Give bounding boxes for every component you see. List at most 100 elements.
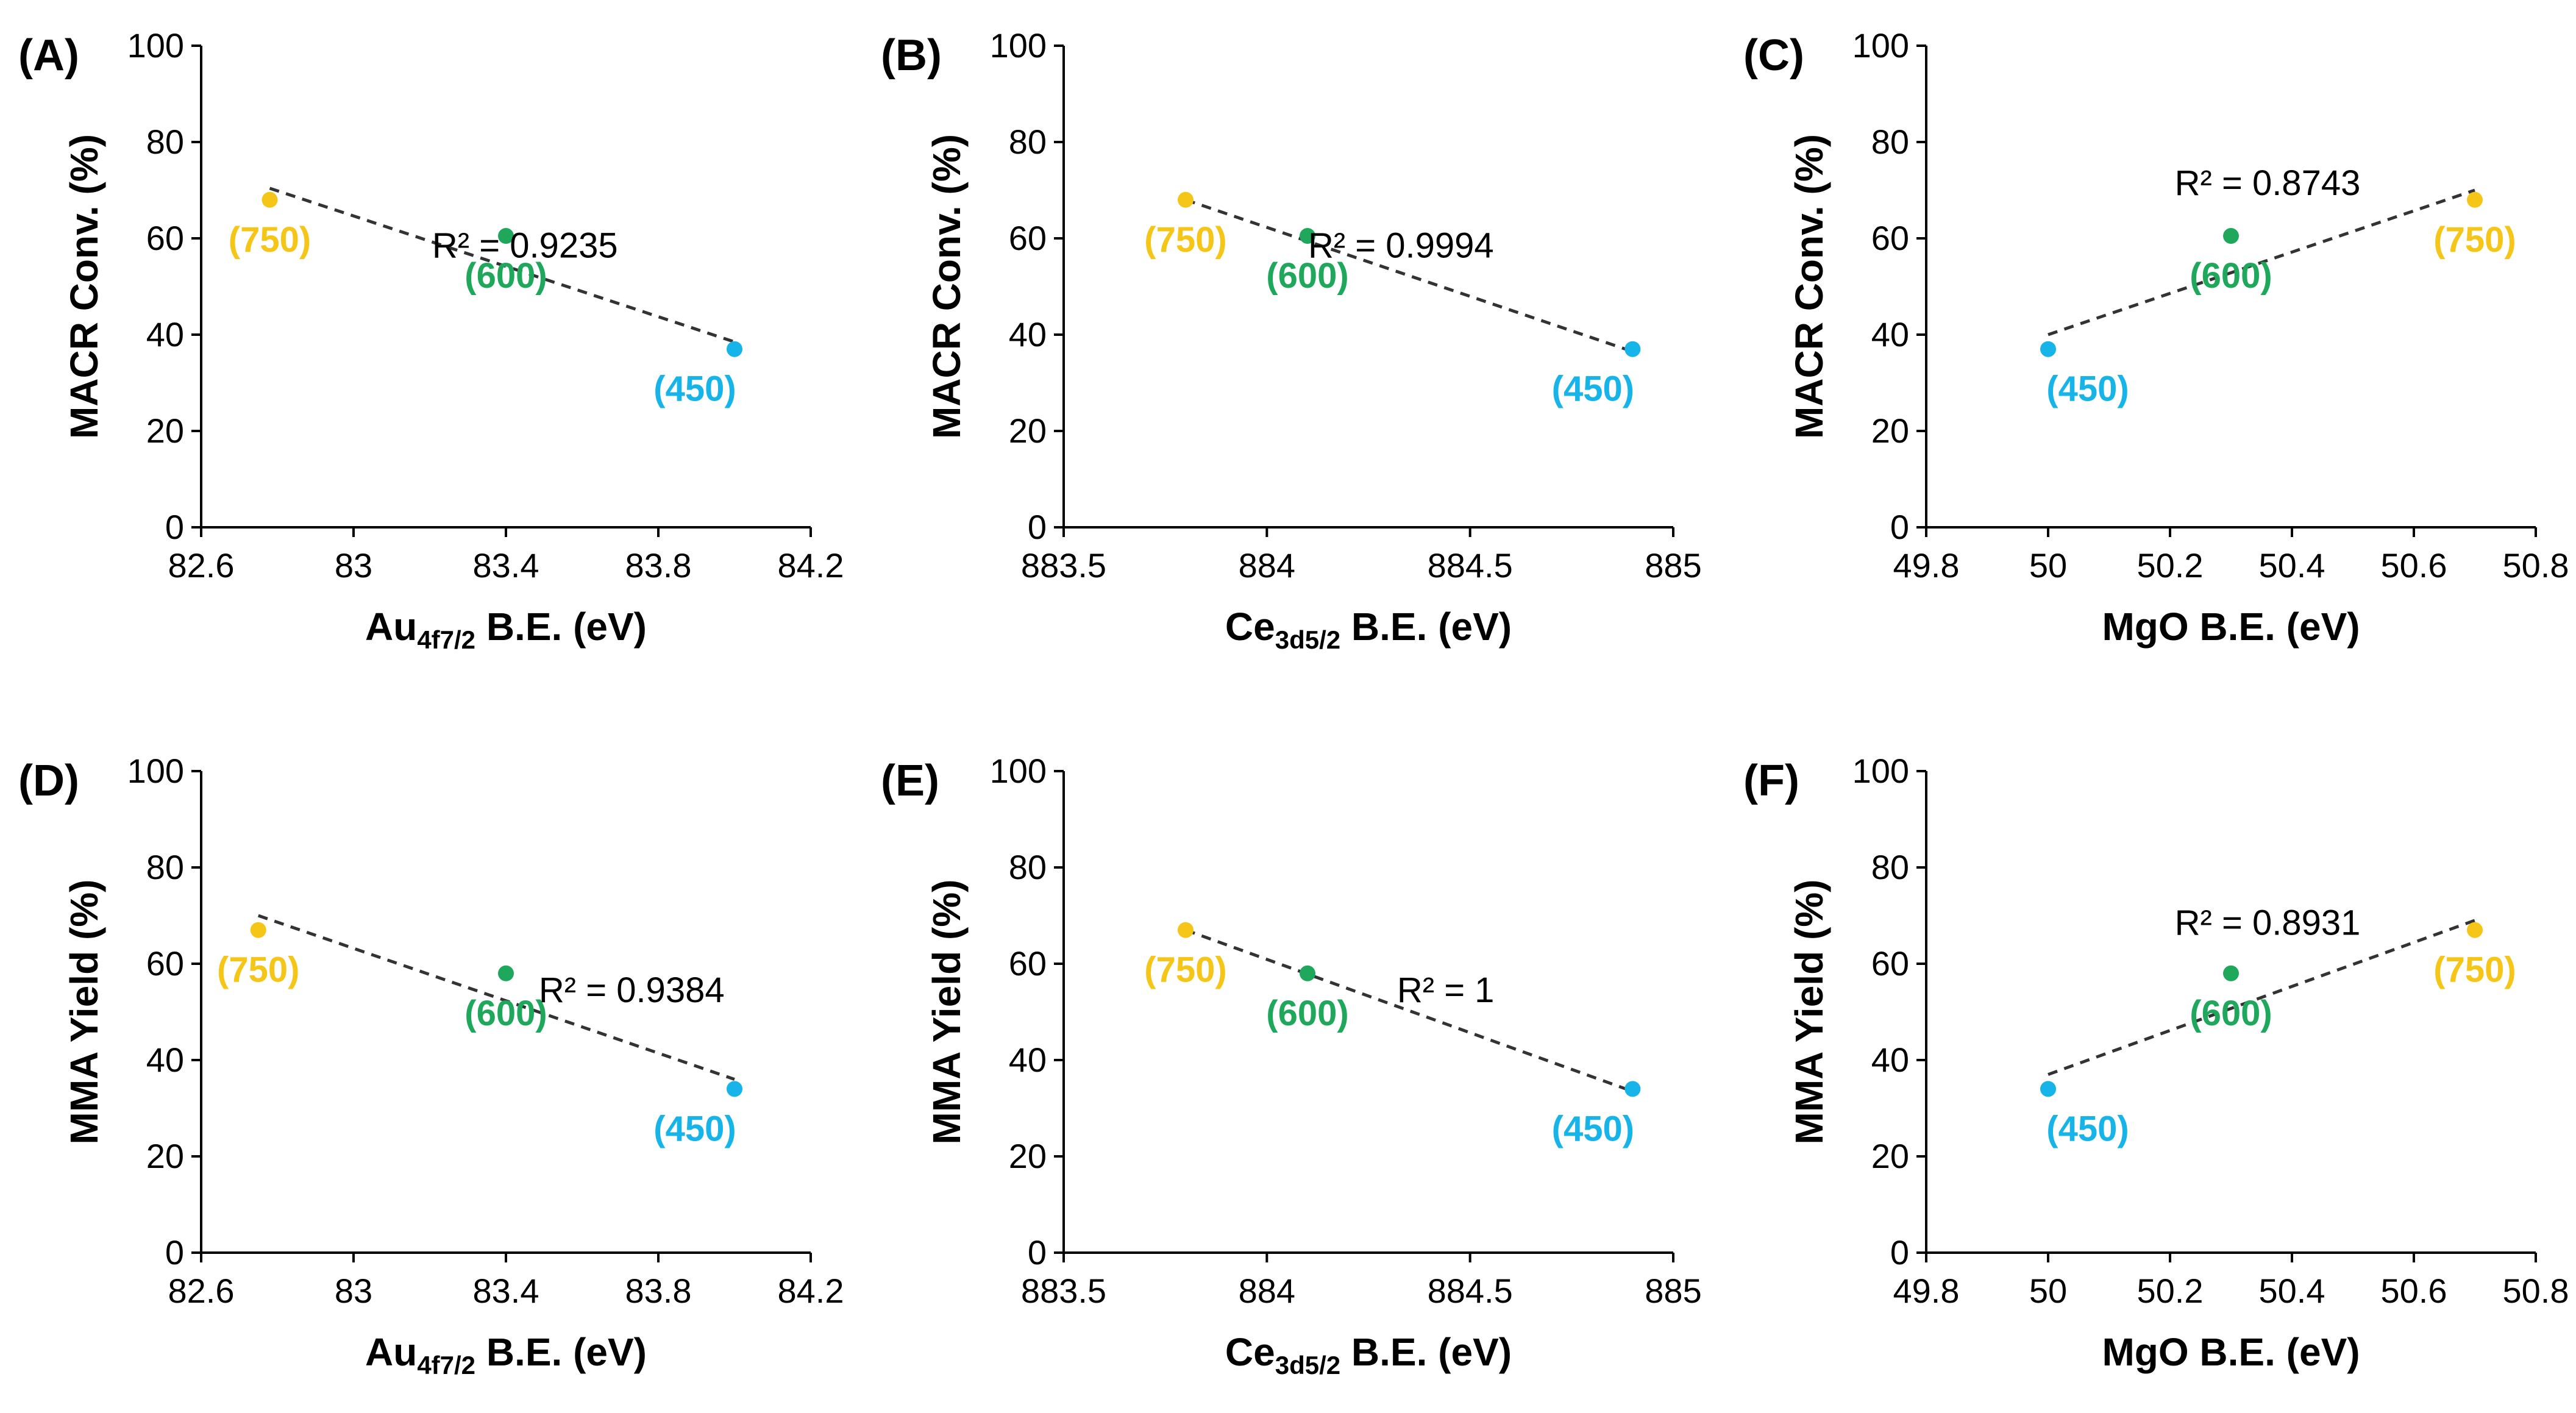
y-tick-label: 60 [146,944,184,983]
chart-panel: (D) 0 20 40 60 80 100 82.6 83 83.4 83.8 84.2 MMA Yie… [18,752,844,1379]
x-tick-label: 50.6 [2381,546,2447,585]
y-tick-label: 60 [1009,944,1047,983]
x-tick-label: 50.4 [2259,546,2325,585]
y-axis-label: MMA Yield (%) [925,880,969,1145]
data-point-label: (450) [653,369,736,409]
data-point [1300,228,1315,244]
r-squared-annotation: R² = 0.9994 [1308,226,1494,266]
y-tick-label: 0 [1028,1233,1047,1272]
y-tick-label: 100 [990,752,1047,790]
y-tick-label: 20 [1009,1137,1047,1175]
data-point [1178,922,1194,938]
x-tick-label: 84.2 [778,1272,844,1310]
y-tick-label: 80 [1009,123,1047,161]
trendline [2048,919,2475,1077]
y-axis-label: MACR Conv. (%) [1787,134,1831,439]
x-tick-label: 82.6 [168,546,235,585]
data-point-label: (750) [2433,220,2516,260]
y-tick-label: 40 [1871,1041,1909,1079]
y-tick-label: 20 [1871,1137,1909,1175]
y-tick-label: 0 [1028,508,1047,546]
y-tick-label: 20 [1009,411,1047,450]
trendline [1185,198,1634,354]
chart-panel: (A) 0 20 40 60 80 100 82.6 83 83.4 83.8 84.2 MACR Co… [18,26,844,654]
x-tick-label: 883.5 [1021,546,1106,585]
panel-letter: (F) [1743,756,1799,805]
r-squared-annotation: R² = 0.9384 [539,970,725,1010]
chart-panel: (C) 0 20 40 60 80 100 49.8 50 50.2 50.4 50.6 50.8 MAC… [1743,26,2569,649]
data-point [2040,1081,2056,1097]
y-tick-label: 0 [165,508,184,546]
data-point-label: (450) [2046,1109,2129,1148]
data-point-label: (600) [464,994,547,1033]
x-tick-label: 50.8 [2503,546,2569,585]
y-axis-label: MMA Yield (%) [62,880,106,1145]
y-tick-label: 80 [1871,848,1909,886]
chart-panel: (E) 0 20 40 60 80 100 883.5 884 884.5 885 MMA Yield… [881,752,1702,1379]
data-point [1300,965,1315,981]
data-point [1178,191,1194,208]
data-point [498,965,514,981]
data-point-label: (600) [464,256,547,296]
x-tick-label: 83.4 [473,546,539,585]
r-squared-annotation: R² = 0.8743 [2175,163,2361,203]
data-point-label: (750) [1144,220,1226,260]
x-tick-label: 49.8 [1893,1272,1960,1310]
data-point-label: (450) [1552,1109,1634,1148]
panel-letter: (D) [18,756,79,805]
x-axis-label: Au4f7/2 B.E. (eV) [365,1330,647,1379]
y-tick-label: 100 [1852,26,1909,65]
x-tick-label: 83.8 [625,1272,692,1310]
y-tick-label: 100 [1852,752,1909,790]
data-point-label: (600) [1266,994,1348,1033]
x-tick-label: 885 [1645,546,1701,585]
y-tick-label: 80 [1009,848,1047,886]
x-tick-label: 884.5 [1428,1272,1513,1310]
r-squared-annotation: R² = 0.9235 [432,226,618,266]
x-axis-label: MgO B.E. (eV) [2102,605,2360,649]
data-point [727,1081,742,1097]
x-tick-label: 84.2 [778,546,844,585]
y-tick-label: 60 [1871,219,1909,257]
x-tick-label: 49.8 [1893,546,1960,585]
data-point-label: (750) [217,950,299,990]
x-tick-label: 50 [2029,1272,2067,1310]
x-axis-label: MgO B.E. (eV) [2102,1330,2360,1374]
x-tick-label: 884 [1239,546,1295,585]
x-tick-label: 83 [335,1272,372,1310]
y-tick-label: 100 [127,26,184,65]
x-axis-label: Au4f7/2 B.E. (eV) [365,605,647,654]
y-tick-label: 0 [165,1233,184,1272]
panel-letter: (A) [18,31,79,80]
r-squared-annotation: R² = 0.8931 [2175,903,2361,943]
data-point-label: (600) [2190,994,2272,1033]
data-point [1624,341,1641,357]
x-tick-label: 884 [1239,1272,1295,1310]
data-point-label: (750) [1144,950,1226,990]
data-point-label: (750) [2433,950,2516,990]
y-tick-label: 60 [1871,944,1909,983]
x-tick-label: 883.5 [1021,1272,1106,1310]
panel-letter: (E) [881,756,939,805]
x-tick-label: 885 [1645,1272,1701,1310]
x-tick-label: 83.4 [473,1272,539,1310]
y-tick-label: 40 [1009,1041,1047,1079]
data-point [2223,228,2239,244]
data-point [250,922,266,938]
y-axis-label: MACR Conv. (%) [925,134,969,439]
y-axis-label: MACR Conv. (%) [62,134,106,439]
x-tick-label: 50.8 [2503,1272,2569,1310]
x-tick-label: 83 [335,546,372,585]
y-tick-label: 80 [146,848,184,886]
panel-letter: (C) [1743,31,1804,80]
y-tick-label: 80 [1871,123,1909,161]
x-axis-label: Ce3d5/2 B.E. (eV) [1225,1330,1512,1379]
x-tick-label: 50 [2029,546,2067,585]
trendline [2048,188,2475,336]
data-point-label: (600) [1266,256,1348,296]
data-point-label: (750) [229,220,311,260]
y-axis-label: MMA Yield (%) [1787,880,1831,1145]
y-tick-label: 40 [146,315,184,354]
x-tick-label: 884.5 [1428,546,1513,585]
y-tick-label: 80 [146,123,184,161]
